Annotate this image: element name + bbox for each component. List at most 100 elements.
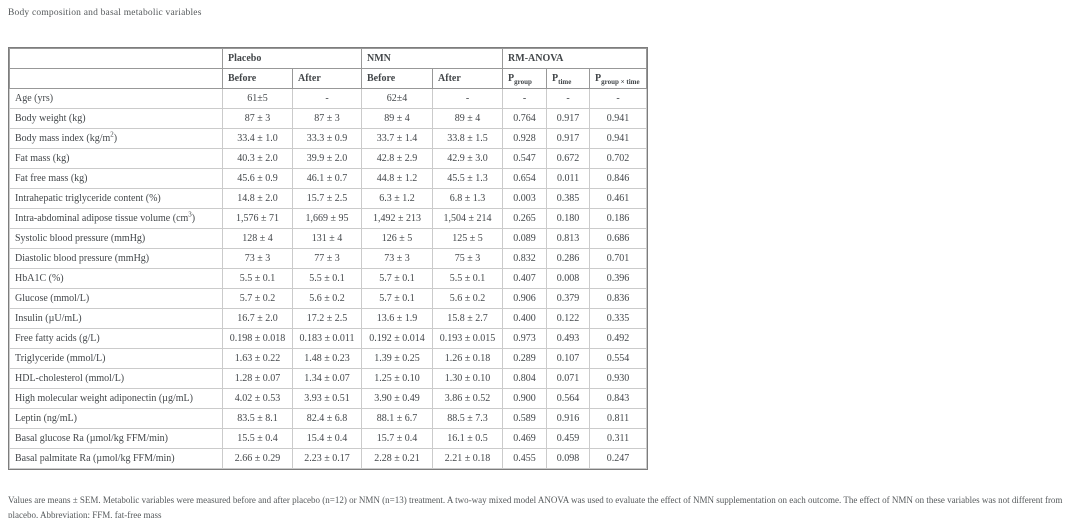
value-cell: 0.813 xyxy=(546,228,591,249)
value-cell: - xyxy=(432,88,504,109)
table-row: Body weight (kg) 87 ± 3 87 ± 3 89 ± 4 89 ± 4… xyxy=(9,108,648,129)
table-row: Insulin (µU/mL) 16.7 ± 2.0 17.2 ± 2.5 13.6 … xyxy=(9,308,648,329)
row-label: Fat mass (kg) xyxy=(9,148,223,169)
value-cell: 0.385 xyxy=(546,188,591,209)
row-label: Systolic blood pressure (mmHg) xyxy=(9,228,223,249)
value-cell: 5.7 ± 0.1 xyxy=(361,268,434,289)
value-cell: 0.183 ± 0.011 xyxy=(291,328,363,349)
value-cell: 88.5 ± 7.3 xyxy=(432,408,504,429)
table-row: Systolic blood pressure (mmHg) 128 ± 4 131… xyxy=(9,228,648,249)
value-cell: 0.836 xyxy=(589,288,648,309)
value-cell: 13.6 ± 1.9 xyxy=(361,308,434,329)
value-cell: 0.461 xyxy=(589,188,648,209)
row-label: Body mass index (kg/m2) xyxy=(9,128,223,149)
group-header-nmn: NMN xyxy=(361,48,504,69)
value-cell: - xyxy=(502,88,548,109)
value-cell: 2.28 ± 0.21 xyxy=(361,448,434,469)
table-row: Diastolic blood pressure (mmHg) 73 ± 3 77 … xyxy=(9,248,648,269)
value-cell: 33.8 ± 1.5 xyxy=(432,128,504,149)
value-cell: 6.8 ± 1.3 xyxy=(432,188,504,209)
value-cell: 39.9 ± 2.0 xyxy=(291,148,363,169)
value-cell: 0.186 xyxy=(589,208,648,229)
subheader-placebo-after: After xyxy=(291,68,363,89)
table-row: Age (yrs) 61±5-62±4- - - - xyxy=(9,88,648,109)
value-cell: 1.63 ± 0.22 xyxy=(222,348,293,369)
value-cell: 0.811 xyxy=(589,408,648,429)
value-cell: 0.832 xyxy=(502,248,548,269)
table-row: HDL-cholesterol (mmol/L) 1.28 ± 0.07 1.34 … xyxy=(9,368,648,389)
metabolic-variables-table: Placebo NMN RM-ANOVA Before After Before Afte… xyxy=(9,48,648,469)
value-cell: 0.122 xyxy=(546,308,591,329)
value-cell: 0.547 xyxy=(502,148,548,169)
value-cell: 0.493 xyxy=(546,328,591,349)
value-cell: 3.90 ± 0.49 xyxy=(361,388,434,409)
value-cell: 77 ± 3 xyxy=(291,248,363,269)
corner-blank-cell xyxy=(9,68,223,89)
value-cell: 0.764 xyxy=(502,108,548,129)
value-cell: 5.7 ± 0.1 xyxy=(361,288,434,309)
table-row: High molecular weight adiponectin (µg/mL… xyxy=(9,388,648,409)
value-cell: 0.192 ± 0.014 xyxy=(361,328,434,349)
table-row: Free fatty acids (g/L) 0.198 ± 0.018 0.183… xyxy=(9,328,648,349)
value-cell: 1,576 ± 71 xyxy=(222,208,293,229)
table-row: Glucose (mmol/L) 5.7 ± 0.2 5.6 ± 0.2 5.7 ± … xyxy=(9,288,648,309)
group-header-rm-anova: RM-ANOVA xyxy=(502,48,648,69)
value-cell: - xyxy=(589,88,648,109)
value-cell: 45.6 ± 0.9 xyxy=(222,168,293,189)
value-cell: 0.098 xyxy=(546,448,591,469)
value-cell: 15.4 ± 0.4 xyxy=(291,428,363,449)
value-cell: 2.66 ± 0.29 xyxy=(222,448,293,469)
value-cell: 15.7 ± 0.4 xyxy=(361,428,434,449)
table-row: HbA1C (%) 5.5 ± 0.1 5.5 ± 0.1 5.7 ± 0.1 5.5 … xyxy=(9,268,648,289)
value-cell: 0.916 xyxy=(546,408,591,429)
value-cell: 44.8 ± 1.2 xyxy=(361,168,434,189)
value-cell: 0.198 ± 0.018 xyxy=(222,328,293,349)
value-cell: 0.180 xyxy=(546,208,591,229)
value-cell: 1.48 ± 0.23 xyxy=(291,348,363,369)
value-cell: 0.564 xyxy=(546,388,591,409)
value-cell: 83.5 ± 8.1 xyxy=(222,408,293,429)
value-cell: 0.459 xyxy=(546,428,591,449)
value-cell: 1.34 ± 0.07 xyxy=(291,368,363,389)
value-cell: 1,669 ± 95 xyxy=(291,208,363,229)
value-cell: 16.7 ± 2.0 xyxy=(222,308,293,329)
value-cell: 5.5 ± 0.1 xyxy=(291,268,363,289)
value-cell: 0.846 xyxy=(589,168,648,189)
value-cell: 33.4 ± 1.0 xyxy=(222,128,293,149)
value-cell: 75 ± 3 xyxy=(432,248,504,269)
value-cell: 46.1 ± 0.7 xyxy=(291,168,363,189)
row-label: Basal glucose Ra (µmol/kg FFM/min) xyxy=(9,428,223,449)
value-cell: 0.928 xyxy=(502,128,548,149)
row-label: Insulin (µU/mL) xyxy=(9,308,223,329)
value-cell: 62±4 xyxy=(361,88,434,109)
table-row: Body mass index (kg/m2) 33.4 ± 1.0 33.3 ± … xyxy=(9,128,648,149)
value-cell: 2.21 ± 0.18 xyxy=(432,448,504,469)
value-cell: 0.492 xyxy=(589,328,648,349)
value-cell: 0.917 xyxy=(546,108,591,129)
subheader-row: Before After Before After Pgroup Ptime Pgroup … xyxy=(9,68,648,89)
value-cell: 5.6 ± 0.2 xyxy=(291,288,363,309)
value-cell: 15.7 ± 2.5 xyxy=(291,188,363,209)
value-cell: 0.008 xyxy=(546,268,591,289)
value-cell: 0.107 xyxy=(546,348,591,369)
value-cell: 16.1 ± 0.5 xyxy=(432,428,504,449)
value-cell: 0.247 xyxy=(589,448,648,469)
value-cell: 40.3 ± 2.0 xyxy=(222,148,293,169)
value-cell: 128 ± 4 xyxy=(222,228,293,249)
group-header-placebo: Placebo xyxy=(221,48,363,69)
value-cell: 0.311 xyxy=(589,428,648,449)
table-row: Triglyceride (mmol/L) 1.63 ± 0.22 1.48 ± 0… xyxy=(9,348,648,369)
row-label: High molecular weight adiponectin (µg/mL… xyxy=(9,388,223,409)
table-title: Body composition and basal metabolic var… xyxy=(8,8,202,18)
value-cell: 0.686 xyxy=(589,228,648,249)
value-cell: 4.02 ± 0.53 xyxy=(222,388,293,409)
value-cell: 0.289 xyxy=(502,348,548,369)
value-cell: 5.5 ± 0.1 xyxy=(432,268,504,289)
value-cell: 0.335 xyxy=(589,308,648,329)
value-cell: 0.089 xyxy=(502,228,548,249)
value-cell: 6.3 ± 1.2 xyxy=(361,188,434,209)
value-cell: 0.003 xyxy=(502,188,548,209)
value-cell: 0.672 xyxy=(546,148,591,169)
value-cell: 87 ± 3 xyxy=(222,108,293,129)
